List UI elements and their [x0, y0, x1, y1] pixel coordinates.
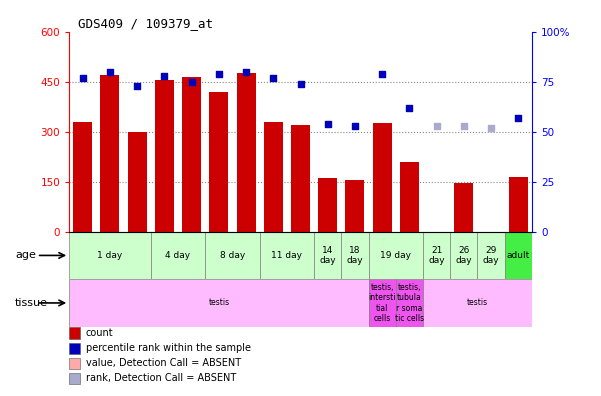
Bar — [477, 232, 505, 279]
Point — [323, 120, 332, 127]
Text: 19 day: 19 day — [380, 251, 411, 260]
Bar — [291, 125, 310, 232]
Text: testis: testis — [209, 299, 230, 307]
Bar — [155, 80, 174, 232]
Bar — [314, 232, 341, 279]
Text: GDS409 / 109379_at: GDS409 / 109379_at — [78, 17, 213, 30]
Point — [241, 69, 251, 75]
Bar — [260, 232, 314, 279]
Point — [404, 105, 414, 111]
Bar — [182, 77, 201, 232]
Bar — [69, 279, 368, 327]
Text: tissue: tissue — [15, 298, 48, 308]
Text: percentile rank within the sample: percentile rank within the sample — [86, 343, 251, 353]
Bar — [396, 279, 423, 327]
Bar — [318, 178, 337, 232]
Bar — [209, 91, 228, 232]
Bar — [368, 232, 423, 279]
Point — [513, 114, 523, 121]
Point — [132, 82, 142, 89]
Text: 26
day: 26 day — [456, 246, 472, 265]
Bar — [368, 279, 396, 327]
Bar — [373, 123, 392, 232]
Bar — [454, 183, 474, 232]
Text: count: count — [86, 328, 114, 338]
Text: testis,
intersti
tial
cells: testis, intersti tial cells — [368, 283, 396, 323]
Point — [78, 74, 88, 81]
Text: 11 day: 11 day — [272, 251, 302, 260]
Point — [432, 122, 441, 129]
Text: 8 day: 8 day — [220, 251, 245, 260]
Text: 14
day: 14 day — [319, 246, 336, 265]
Text: 21
day: 21 day — [429, 246, 445, 265]
Text: adult: adult — [507, 251, 530, 260]
Bar — [341, 232, 368, 279]
Point — [105, 69, 115, 75]
Text: 29
day: 29 day — [483, 246, 499, 265]
Bar — [423, 279, 532, 327]
Bar — [100, 75, 120, 232]
Point — [187, 78, 197, 85]
Point — [486, 124, 496, 131]
Text: rank, Detection Call = ABSENT: rank, Detection Call = ABSENT — [86, 373, 236, 383]
Bar — [151, 232, 205, 279]
Bar — [205, 232, 260, 279]
Bar — [450, 232, 477, 279]
Text: testis,
tubula
r soma
tic cells: testis, tubula r soma tic cells — [395, 283, 424, 323]
Bar — [508, 177, 528, 232]
Bar — [73, 122, 93, 232]
Bar — [69, 232, 151, 279]
Text: testis: testis — [467, 299, 488, 307]
Bar — [264, 122, 283, 232]
Bar — [505, 232, 532, 279]
Text: age: age — [15, 250, 36, 261]
Point — [459, 122, 469, 129]
Bar — [237, 73, 255, 232]
Point — [296, 80, 305, 87]
Bar — [400, 162, 419, 232]
Point — [377, 70, 387, 77]
Bar — [346, 180, 364, 232]
Text: 4 day: 4 day — [165, 251, 191, 260]
Point — [269, 74, 278, 81]
Text: 1 day: 1 day — [97, 251, 123, 260]
Bar — [127, 131, 147, 232]
Bar — [423, 232, 450, 279]
Point — [160, 72, 169, 79]
Text: value, Detection Call = ABSENT: value, Detection Call = ABSENT — [86, 358, 241, 368]
Point — [350, 122, 360, 129]
Point — [214, 70, 224, 77]
Text: 18
day: 18 day — [347, 246, 363, 265]
